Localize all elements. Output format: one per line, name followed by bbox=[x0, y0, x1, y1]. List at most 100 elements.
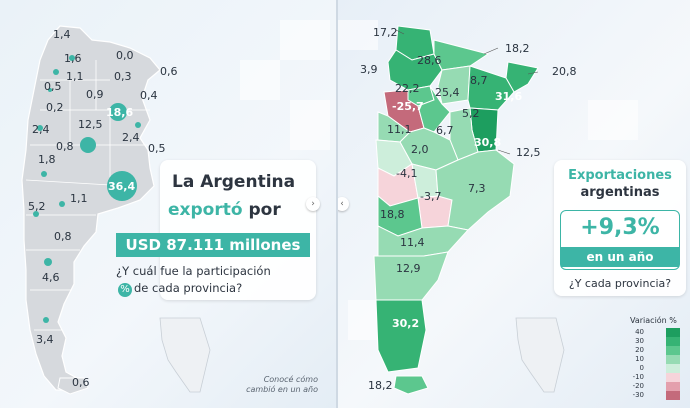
legend-step: -30 bbox=[630, 391, 684, 400]
headline-line1: La Argentina bbox=[172, 172, 296, 192]
province-formosa bbox=[433, 39, 490, 71]
share-label: 0,0 bbox=[116, 49, 134, 62]
change-number: +9,3 bbox=[580, 215, 638, 240]
next-arrow-icon[interactable]: › bbox=[306, 197, 320, 211]
share-label: 3,4 bbox=[36, 333, 54, 346]
share-bubble bbox=[37, 125, 43, 131]
share-label: 0,5 bbox=[148, 142, 166, 155]
argentina-share-map: 1,4 1,6 0,0 0,6 1,1 0,3 0,5 0,9 0,4 0,2 … bbox=[21, 25, 211, 395]
right-panel: ‹ 17,2 18,2 28,6 3,9 20,8 bbox=[338, 0, 690, 408]
change-box: +9,3% en un año bbox=[560, 210, 680, 270]
share-label: 1,1 bbox=[66, 70, 84, 83]
amount-banner: USD 87.111 millones bbox=[116, 233, 310, 257]
change-label: 7,3 bbox=[468, 182, 486, 195]
change-label: 3,9 bbox=[360, 63, 378, 76]
color-legend: Variación % 40 30 20 10 0 -10 -20 -30 bbox=[628, 316, 684, 404]
antarctic-sector-shape bbox=[159, 317, 211, 393]
province-chubut bbox=[373, 251, 449, 301]
legend-step-label: -30 bbox=[632, 391, 644, 399]
legend-swatch bbox=[666, 391, 680, 400]
share-label: 0,8 bbox=[56, 140, 74, 153]
share-label: 0,6 bbox=[160, 65, 178, 78]
province-buenos-aires bbox=[435, 149, 515, 231]
share-label: 36,4 bbox=[108, 180, 135, 193]
change-label: -4,1 bbox=[396, 167, 417, 180]
prev-arrow-icon[interactable]: ‹ bbox=[338, 197, 349, 211]
legend-swatch bbox=[666, 382, 680, 391]
question-line1: ¿Y cuál fue la participación bbox=[116, 264, 271, 278]
share-bubble bbox=[53, 69, 59, 75]
headline-accent: exportó bbox=[168, 200, 243, 220]
change-label: 12,9 bbox=[396, 262, 421, 275]
legend-step: 0 bbox=[630, 364, 684, 373]
legend-step: -10 bbox=[630, 373, 684, 382]
share-label: 0,4 bbox=[140, 89, 158, 102]
legend-step: -20 bbox=[630, 382, 684, 391]
share-label: 1,8 bbox=[38, 153, 56, 166]
change-label: 22,2 bbox=[395, 82, 420, 95]
share-bubble bbox=[109, 103, 127, 121]
share-bubble bbox=[48, 88, 52, 92]
share-label: 0,8 bbox=[54, 230, 72, 243]
province-tierra-del-fuego bbox=[393, 375, 429, 395]
share-bubble bbox=[80, 137, 96, 153]
background-tile bbox=[240, 60, 280, 100]
share-label: 12,5 bbox=[78, 118, 103, 131]
share-label: 1,4 bbox=[53, 28, 71, 41]
share-bubble bbox=[43, 317, 49, 323]
share-label: 18,6 bbox=[106, 106, 133, 119]
change-card: Exportaciones argentinas +9,3% en un año… bbox=[554, 160, 686, 296]
change-label: 18,8 bbox=[380, 208, 405, 221]
share-label: 0,9 bbox=[86, 88, 104, 101]
share-bubble bbox=[44, 258, 52, 266]
change-label: -3,7 bbox=[420, 190, 441, 203]
change-question: ¿Y cada provincia? bbox=[568, 277, 672, 290]
change-title-line2: argentinas bbox=[580, 185, 660, 200]
change-label: 17,2 bbox=[373, 26, 398, 39]
share-label: 2,4 bbox=[32, 123, 50, 136]
change-label: 18,2 bbox=[368, 379, 393, 392]
background-tile bbox=[290, 100, 330, 150]
legend-step: 20 bbox=[630, 346, 684, 355]
headline-card: La Argentina exportó por USD 87.111 mill… bbox=[116, 160, 316, 300]
share-label: 0,6 bbox=[72, 376, 90, 389]
change-title-line1: Exportaciones bbox=[568, 168, 672, 183]
share-bubble bbox=[33, 211, 39, 217]
change-label: 30,8 bbox=[474, 136, 501, 149]
footer-note: Conocé cómo cambió en un año bbox=[246, 375, 318, 394]
argentina-change-map: 17,2 18,2 28,6 3,9 20,8 8,7 22,2 -25,7 2… bbox=[360, 25, 577, 395]
antarctic-sector-shape bbox=[515, 317, 565, 393]
background-tile bbox=[338, 20, 378, 50]
legend-step: 10 bbox=[630, 355, 684, 364]
change-percent: % bbox=[637, 215, 660, 240]
change-label: 12,5 bbox=[516, 146, 541, 159]
share-bubble bbox=[69, 55, 75, 61]
legend-step-label: -10 bbox=[632, 373, 644, 381]
share-label: 4,6 bbox=[42, 271, 60, 284]
share-label: 0,2 bbox=[46, 101, 64, 114]
question-line2: % de cada provincia? bbox=[118, 281, 242, 297]
legend-step-label: -20 bbox=[632, 382, 644, 390]
background-tile bbox=[280, 20, 330, 60]
share-label: 1,1 bbox=[70, 192, 88, 205]
legend-step-label: 40 bbox=[635, 328, 644, 336]
change-label: -25,7 bbox=[392, 100, 424, 113]
legend-step-label: 30 bbox=[635, 337, 644, 345]
change-label: 11,1 bbox=[387, 123, 412, 136]
legend-swatch bbox=[666, 355, 680, 364]
legend-swatch bbox=[666, 364, 680, 373]
legend-step-label: 20 bbox=[635, 346, 644, 354]
change-label: 31,6 bbox=[495, 90, 522, 103]
share-label: 1,6 bbox=[64, 52, 82, 65]
share-bubble bbox=[41, 171, 47, 177]
change-label: 28,6 bbox=[417, 54, 442, 67]
legend-step: 30 bbox=[630, 337, 684, 346]
legend-swatch bbox=[666, 346, 680, 355]
change-label: 8,7 bbox=[470, 74, 488, 87]
legend-swatch bbox=[666, 328, 680, 337]
change-label: 6,7 bbox=[436, 124, 454, 137]
province-santa-cruz bbox=[375, 299, 427, 373]
change-label: 20,8 bbox=[552, 65, 577, 78]
legend-title: Variación % bbox=[630, 316, 677, 325]
change-value: +9,3% bbox=[561, 215, 679, 240]
